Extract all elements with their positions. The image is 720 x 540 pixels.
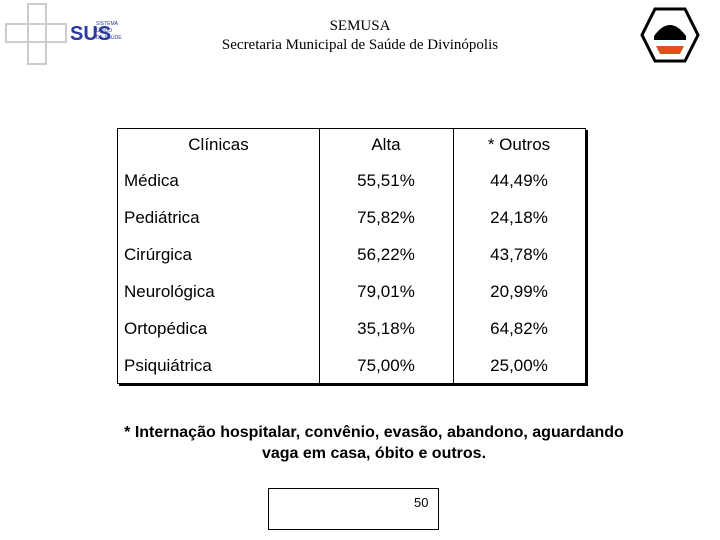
- logo-text: DE SAÚDE: [96, 34, 122, 41]
- row-label: Neurológica: [124, 282, 215, 301]
- logo-acronym: SUS: [70, 23, 111, 45]
- table-cell: 79,01%: [357, 282, 415, 301]
- table-cell: 44,49%: [490, 171, 548, 190]
- table-cell: 56,22%: [357, 245, 415, 264]
- table-cell: 75,82%: [357, 208, 415, 227]
- page-number: 50: [414, 495, 429, 510]
- page-number-box: [268, 488, 439, 530]
- table-cell: 25,00%: [490, 356, 548, 375]
- table-cell: 75,00%: [357, 356, 415, 375]
- sus-logo: SUS SISTEMA ÚNICO DE SAÚDE: [5, 3, 122, 65]
- logo-text: SISTEMA: [96, 21, 119, 27]
- column-header: Alta: [371, 135, 401, 154]
- column-header: * Outros: [487, 135, 551, 154]
- table-cell: 20,99%: [490, 282, 548, 301]
- row-label: Médica: [124, 171, 179, 190]
- table: Clínicas Alta * Outros Médica 55,51% 44,49% Pe…: [117, 128, 586, 384]
- table-cell: 43,78%: [490, 245, 548, 264]
- emblem: [640, 7, 700, 63]
- subtitle: Secretaria Municipal de Saúde de Divinóp…: [221, 37, 499, 53]
- logo-text: ÚNICO: [96, 27, 112, 34]
- table-cell: 64,82%: [490, 319, 548, 338]
- column-divider: [319, 129, 320, 383]
- footnote: vaga em casa, óbito e outros.: [261, 445, 487, 462]
- column-header: Clínicas: [188, 135, 249, 154]
- column-divider: [453, 129, 454, 383]
- table-cell: 35,18%: [357, 319, 415, 338]
- table-cell: 24,18%: [490, 208, 548, 227]
- row-label: Cirúrgica: [124, 245, 193, 264]
- title: SEMUSA: [329, 18, 391, 34]
- table-cell: 55,51%: [357, 171, 415, 190]
- row-label: Ortopédica: [124, 319, 208, 338]
- footnote: * Internação hospitalar, convênio, evasã…: [124, 424, 624, 441]
- row-label: Pediátrica: [124, 208, 200, 227]
- row-label: Psiquiátrica: [124, 356, 212, 375]
